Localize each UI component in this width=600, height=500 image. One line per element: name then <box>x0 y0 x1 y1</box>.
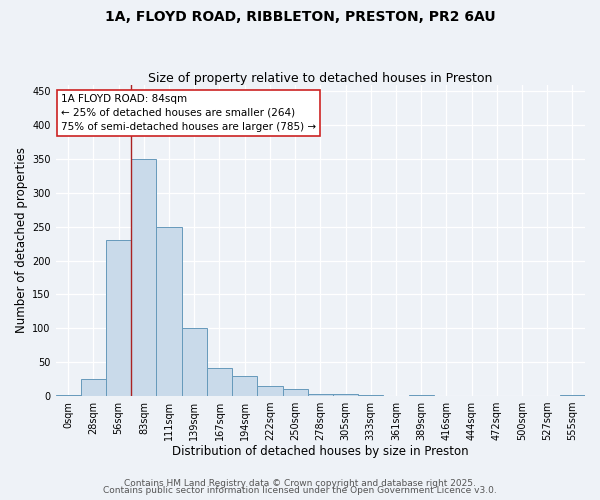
Bar <box>232 376 257 396</box>
Text: 1A, FLOYD ROAD, RIBBLETON, PRESTON, PR2 6AU: 1A, FLOYD ROAD, RIBBLETON, PRESTON, PR2 … <box>104 10 496 24</box>
Bar <box>157 226 182 396</box>
Y-axis label: Number of detached properties: Number of detached properties <box>15 147 28 333</box>
Bar <box>283 389 308 396</box>
Bar <box>56 394 81 396</box>
Bar <box>257 386 283 396</box>
Bar <box>106 240 131 396</box>
Title: Size of property relative to detached houses in Preston: Size of property relative to detached ho… <box>148 72 493 85</box>
Text: 1A FLOYD ROAD: 84sqm
← 25% of detached houses are smaller (264)
75% of semi-deta: 1A FLOYD ROAD: 84sqm ← 25% of detached h… <box>61 94 316 132</box>
Bar <box>409 394 434 396</box>
Text: Contains HM Land Registry data © Crown copyright and database right 2025.: Contains HM Land Registry data © Crown c… <box>124 478 476 488</box>
Bar <box>308 394 333 396</box>
Bar <box>131 159 157 396</box>
Bar <box>333 394 358 396</box>
Bar <box>81 379 106 396</box>
Bar <box>560 394 585 396</box>
X-axis label: Distribution of detached houses by size in Preston: Distribution of detached houses by size … <box>172 444 469 458</box>
Bar <box>182 328 207 396</box>
Bar <box>207 368 232 396</box>
Text: Contains public sector information licensed under the Open Government Licence v3: Contains public sector information licen… <box>103 486 497 495</box>
